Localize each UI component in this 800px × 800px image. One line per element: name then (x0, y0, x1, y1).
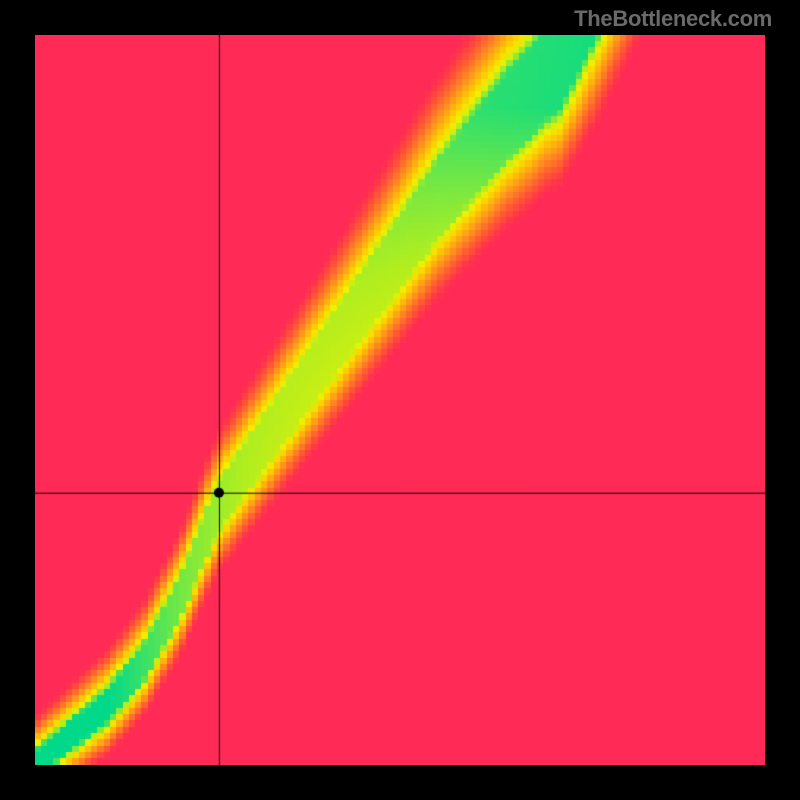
heatmap-canvas (35, 35, 765, 765)
watermark-text: TheBottleneck.com (574, 6, 772, 32)
bottleneck-heatmap (35, 35, 765, 765)
